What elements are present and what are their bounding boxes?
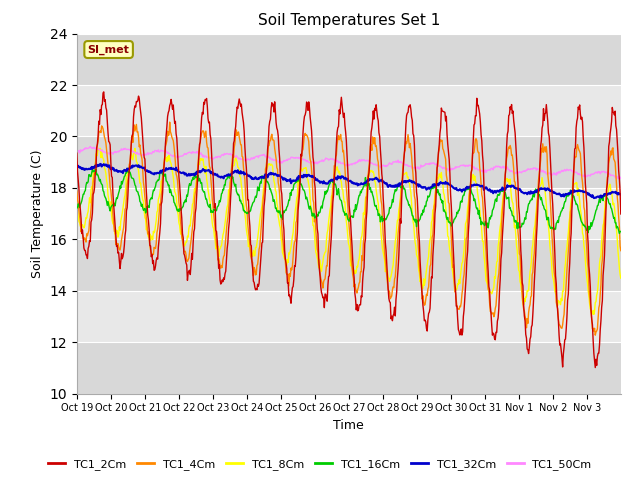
Title: Soil Temperatures Set 1: Soil Temperatures Set 1 xyxy=(258,13,440,28)
Bar xyxy=(77,136,621,188)
Bar xyxy=(77,342,621,394)
X-axis label: Time: Time xyxy=(333,419,364,432)
Text: SI_met: SI_met xyxy=(88,44,129,55)
Legend: TC1_2Cm, TC1_4Cm, TC1_8Cm, TC1_16Cm, TC1_32Cm, TC1_50Cm: TC1_2Cm, TC1_4Cm, TC1_8Cm, TC1_16Cm, TC1… xyxy=(44,455,596,474)
Bar xyxy=(77,85,621,136)
Bar xyxy=(77,291,621,342)
Bar xyxy=(77,240,621,291)
Bar xyxy=(77,34,621,85)
Y-axis label: Soil Temperature (C): Soil Temperature (C) xyxy=(31,149,44,278)
Bar xyxy=(77,188,621,240)
